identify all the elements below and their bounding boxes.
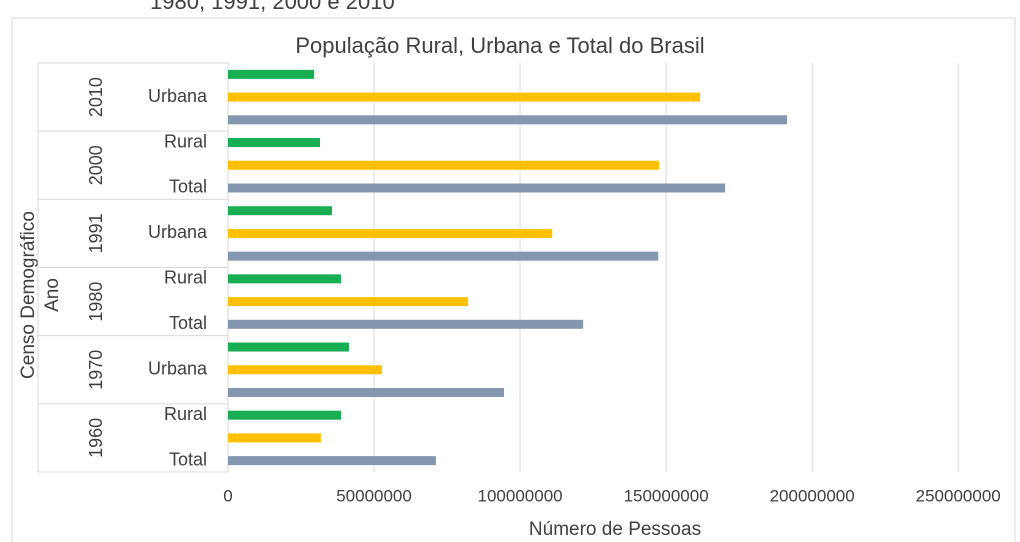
bar — [228, 274, 342, 284]
subcategory-label: Total — [169, 449, 207, 469]
category-label: 2000 — [86, 145, 106, 185]
category-label: 1991 — [86, 213, 106, 253]
x-tick-label: 150000000 — [624, 486, 709, 505]
category-label: 1980 — [86, 282, 106, 322]
subcategory-label: Rural — [164, 404, 207, 424]
bar — [228, 297, 469, 307]
subcategory-label: Rural — [164, 268, 207, 288]
bar — [228, 183, 726, 193]
chart-header: 1980, 1991, 2000 e 2010 — [150, 0, 395, 14]
subcategory-label: Rural — [164, 131, 207, 151]
bar — [228, 433, 321, 443]
bar — [228, 410, 342, 420]
bar — [228, 92, 700, 102]
x-axis-title: Número de Pessoas — [529, 519, 701, 540]
bar — [228, 251, 659, 261]
bar — [228, 206, 332, 216]
x-tick-label: 250000000 — [916, 486, 1001, 505]
bar — [228, 387, 505, 397]
subcategory-label: Total — [169, 313, 207, 333]
subcategory-label: Urbana — [148, 359, 208, 379]
subcategory-label: Urbana — [148, 222, 208, 242]
x-tick-label: 100000000 — [478, 486, 563, 505]
bar — [228, 160, 660, 170]
y-axis-title: Ano — [42, 278, 63, 312]
bar — [228, 228, 553, 238]
category-label: 1960 — [86, 418, 106, 458]
chart-title: População Rural, Urbana e Total do Brasi… — [295, 33, 704, 58]
x-tick-label: 200000000 — [770, 486, 855, 505]
category-label: 2010 — [86, 77, 106, 117]
category-label: 1970 — [86, 350, 106, 390]
subcategory-label: Urbana — [148, 86, 208, 106]
bar — [228, 115, 788, 125]
bar — [228, 342, 349, 352]
x-tick-label: 0 — [223, 486, 232, 505]
chart-border — [11, 17, 1016, 542]
y-axis-title: Censo Demográfico — [18, 211, 39, 379]
subcategory-label: Total — [169, 177, 207, 197]
bar — [228, 138, 321, 148]
bar — [228, 69, 315, 79]
bar — [228, 365, 382, 375]
bar — [228, 456, 436, 466]
x-tick-label: 50000000 — [336, 486, 412, 505]
bar — [228, 319, 584, 329]
